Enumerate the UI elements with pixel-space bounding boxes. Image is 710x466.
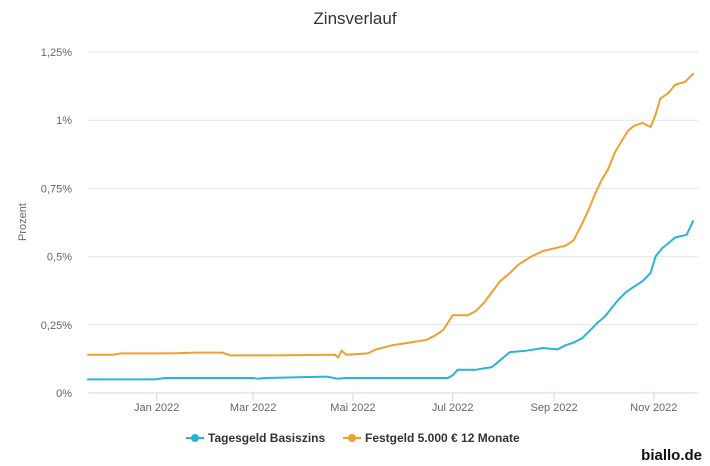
series-line-festgeld[interactable] [87,72,695,359]
y-axis-ticks: 0% 0,25% 0,5% 0,75% 1% 1,25% [41,47,72,400]
series-lines [87,72,695,381]
legend-label-tagesgeld: Tagesgeld Basiszins [208,431,325,445]
y-tick-label: 1,25% [41,47,72,59]
legend-item-festgeld[interactable]: Festgeld 5.000 € 12 Monate [343,431,520,445]
grid-lines [88,51,698,394]
x-tick-label: Mai 2022 [330,402,375,414]
legend-dot-festgeld [348,434,356,442]
y-axis-label: Prozent [17,203,29,241]
x-tick-label: Jul 2022 [432,402,474,414]
legend-label-festgeld: Festgeld 5.000 € 12 Monate [365,431,520,445]
legend-dot-tagesgeld [191,434,199,442]
legend: Tagesgeld Basiszins Festgeld 5.000 € 12 … [186,431,520,445]
x-tick-label: Nov 2022 [630,402,677,414]
chart-title: Zinsverlauf [313,9,396,28]
y-tick-label: 0% [56,388,72,400]
y-tick-label: 1% [56,115,72,127]
y-tick-label: 0,5% [47,252,72,264]
y-tick-label: 0,25% [41,320,72,332]
x-tick-label: Jan 2022 [134,402,179,414]
brand-logo-text: biallo.de [641,447,702,464]
x-axis-ticks: Jan 2022 Mar 2022 Mai 2022 Jul 2022 Sep 2022… [134,393,677,414]
series-line-tagesgeld[interactable] [87,220,695,381]
x-tick-label: Mar 2022 [230,402,276,414]
legend-item-tagesgeld[interactable]: Tagesgeld Basiszins [186,431,325,445]
x-tick-label: Sep 2022 [531,402,578,414]
y-tick-label: 0,75% [41,183,72,195]
